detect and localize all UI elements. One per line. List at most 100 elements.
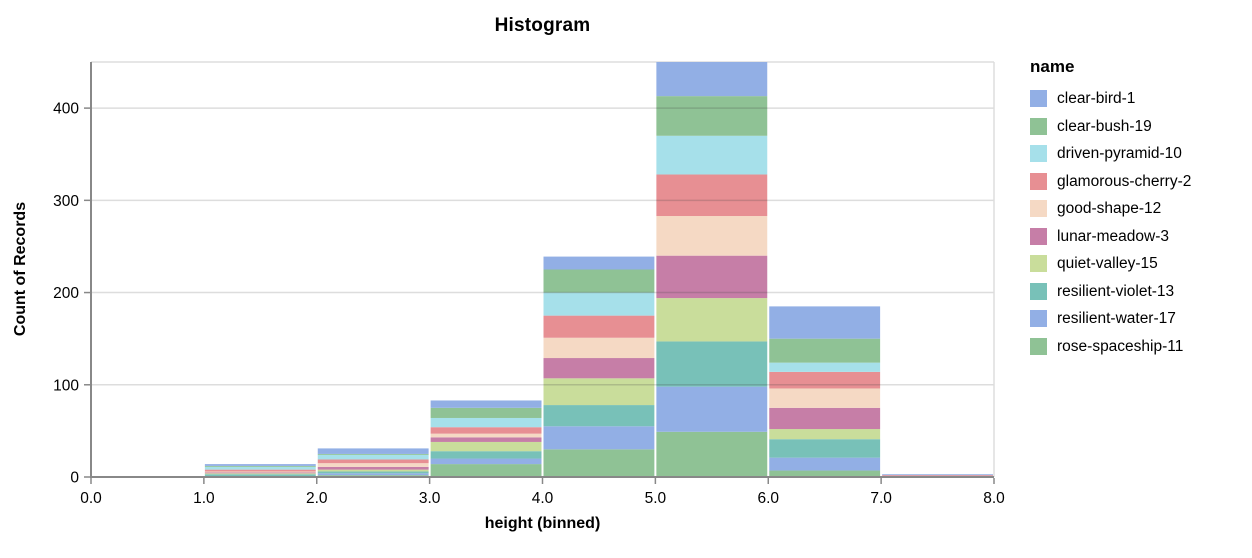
bar-segment-resilient-violet-13-bin4 [543,405,655,427]
bar-segment-lunar-meadow-3-bin6 [769,407,881,430]
legend-label: quiet-valley-15 [1057,255,1158,272]
bar-segment-lunar-meadow-3-bin2 [317,466,429,470]
bar-segment-driven-pyramid-10-bin2 [317,454,429,460]
x-tick-label-2: 2.0 [306,490,328,507]
y-axis-title: Count of Records [12,201,29,337]
bar-segment-driven-pyramid-10-bin5 [656,135,768,175]
legend-item-quiet-valley-15: quiet-valley-15 [1030,255,1250,272]
y-tick-label-200: 200 [53,285,79,302]
bar-segment-resilient-violet-13-bin6 [769,439,881,458]
bar-segment-quiet-valley-15-bin4 [543,378,655,406]
legend-item-good-shape-12: good-shape-12 [1030,200,1250,217]
bar-segment-rose-spaceship-11-bin5 [656,431,768,477]
bar-segment-glamorous-cherry-2-bin7 [882,475,993,477]
bar-segment-clear-bird-1-bin1 [204,464,316,466]
bar-segment-clear-bush-19-bin3 [430,407,542,418]
bar-segment-good-shape-12-bin3 [430,433,542,438]
y-tick-label-400: 400 [53,101,79,118]
bar-segment-quiet-valley-15-bin5 [656,298,768,342]
legend-swatch-clear-bush-19 [1030,117,1047,135]
bar-segment-clear-bird-1-bin5 [656,62,768,97]
bar-segment-glamorous-cherry-2-bin3 [430,427,542,434]
bar-segment-resilient-violet-13-bin3 [430,451,542,459]
x-tick-label-1: 1.0 [193,490,215,507]
bar-segment-rose-spaceship-11-bin3 [430,464,542,477]
y-tick-label-100: 100 [53,377,79,394]
legend-item-clear-bush-19: clear-bush-19 [1030,117,1250,135]
legend-label: resilient-violet-13 [1057,282,1175,300]
bar-segment-clear-bush-19-bin4 [543,269,655,293]
bar-segment-good-shape-12-bin1 [204,471,316,473]
bar-segment-rose-spaceship-11-bin6 [769,470,881,477]
bar-segment-good-shape-12-bin6 [769,388,881,408]
bar-segment-good-shape-12-bin2 [317,463,429,467]
x-tick-label-6: 6.0 [757,490,779,507]
bar-segment-clear-bush-19-bin1 [204,465,316,467]
bar-segment-clear-bush-19-bin5 [656,96,768,136]
legend-label: clear-bird-1 [1057,90,1136,107]
bar-segment-driven-pyramid-10-bin4 [543,292,655,316]
legend-item-glamorous-cherry-2: glamorous-cherry-2 [1030,172,1250,190]
bar-segment-lunar-meadow-3-bin3 [430,437,542,442]
legend-label: clear-bush-19 [1057,117,1152,135]
x-tick-label-7: 7.0 [870,490,892,507]
legend-label: rose-spaceship-11 [1057,337,1184,355]
legend-swatch-resilient-water-17 [1030,310,1047,327]
bar-segment-lunar-meadow-3-bin1 [204,472,316,474]
legend-swatch-resilient-violet-13 [1030,282,1047,300]
bar-segment-resilient-water-17-bin4 [543,426,655,450]
legend-label: good-shape-12 [1057,200,1162,217]
bar-segment-glamorous-cherry-2-bin6 [769,371,881,389]
bar-segment-quiet-valley-15-bin3 [430,441,542,452]
x-tick-label-8: 8.0 [983,490,1005,507]
chart-title: Histogram [494,15,591,36]
legend-item-resilient-violet-13: resilient-violet-13 [1030,282,1250,300]
bar-segment-resilient-violet-13-bin5 [656,341,768,387]
legend-swatch-glamorous-cherry-2 [1030,172,1047,190]
x-tick-label-4: 4.0 [532,490,554,507]
legend-item-driven-pyramid-10: driven-pyramid-10 [1030,145,1250,162]
legend-label: resilient-water-17 [1057,310,1176,327]
bar-segment-driven-pyramid-10-bin6 [769,362,881,372]
bar-segment-quiet-valley-15-bin2 [317,469,429,472]
bar-segment-rose-spaceship-11-bin4 [543,449,655,477]
legend: name clear-bird-1 clear-bush-19 driven-pyr… [1030,57,1250,365]
bar-segment-quiet-valley-15-bin1 [204,473,316,475]
bar-segment-clear-bush-19-bin2 [317,453,429,455]
bar-segment-glamorous-cherry-2-bin2 [317,459,429,464]
bar-segment-good-shape-12-bin5 [656,216,768,256]
bar-segment-resilient-violet-13-bin1 [204,474,316,477]
y-tick-label-0: 0 [70,470,79,487]
legend-item-resilient-water-17: resilient-water-17 [1030,310,1250,327]
legend-item-rose-spaceship-11: rose-spaceship-11 [1030,337,1250,355]
x-axis-title: height (binned) [484,515,601,532]
legend-swatch-good-shape-12 [1030,200,1047,217]
x-tick-label-0: 0.0 [80,490,102,507]
bar-segment-resilient-water-17-bin6 [769,457,881,471]
bar-segment-good-shape-12-bin4 [543,337,655,359]
bar-segment-resilient-water-17-bin2 [317,473,429,476]
bar-segment-clear-bird-1-bin7 [882,474,993,476]
legend-swatch-clear-bird-1 [1030,90,1047,107]
legend-item-lunar-meadow-3: lunar-meadow-3 [1030,227,1250,245]
bar-segment-driven-pyramid-10-bin3 [430,417,542,428]
bar-segment-clear-bush-19-bin6 [769,338,881,363]
y-tick-label-300: 300 [53,193,79,210]
bar-segment-clear-bird-1-bin3 [430,400,542,408]
bar-segment-clear-bird-1-bin2 [317,448,429,454]
legend-label: driven-pyramid-10 [1057,145,1182,162]
legend-swatch-quiet-valley-15 [1030,255,1047,272]
bar-segment-glamorous-cherry-2-bin1 [204,469,316,472]
bar-segment-resilient-water-17-bin3 [430,458,542,465]
bar-segment-lunar-meadow-3-bin5 [656,255,768,299]
legend-swatch-lunar-meadow-3 [1030,227,1047,245]
bar-segment-clear-bird-1-bin4 [543,256,655,270]
bar-segment-glamorous-cherry-2-bin4 [543,315,655,338]
x-tick-label-3: 3.0 [419,490,441,507]
bar-segment-resilient-violet-13-bin2 [317,471,429,474]
legend-item-clear-bird-1: clear-bird-1 [1030,90,1250,107]
legend-label: lunar-meadow-3 [1057,227,1169,245]
legend-swatch-driven-pyramid-10 [1030,145,1047,162]
